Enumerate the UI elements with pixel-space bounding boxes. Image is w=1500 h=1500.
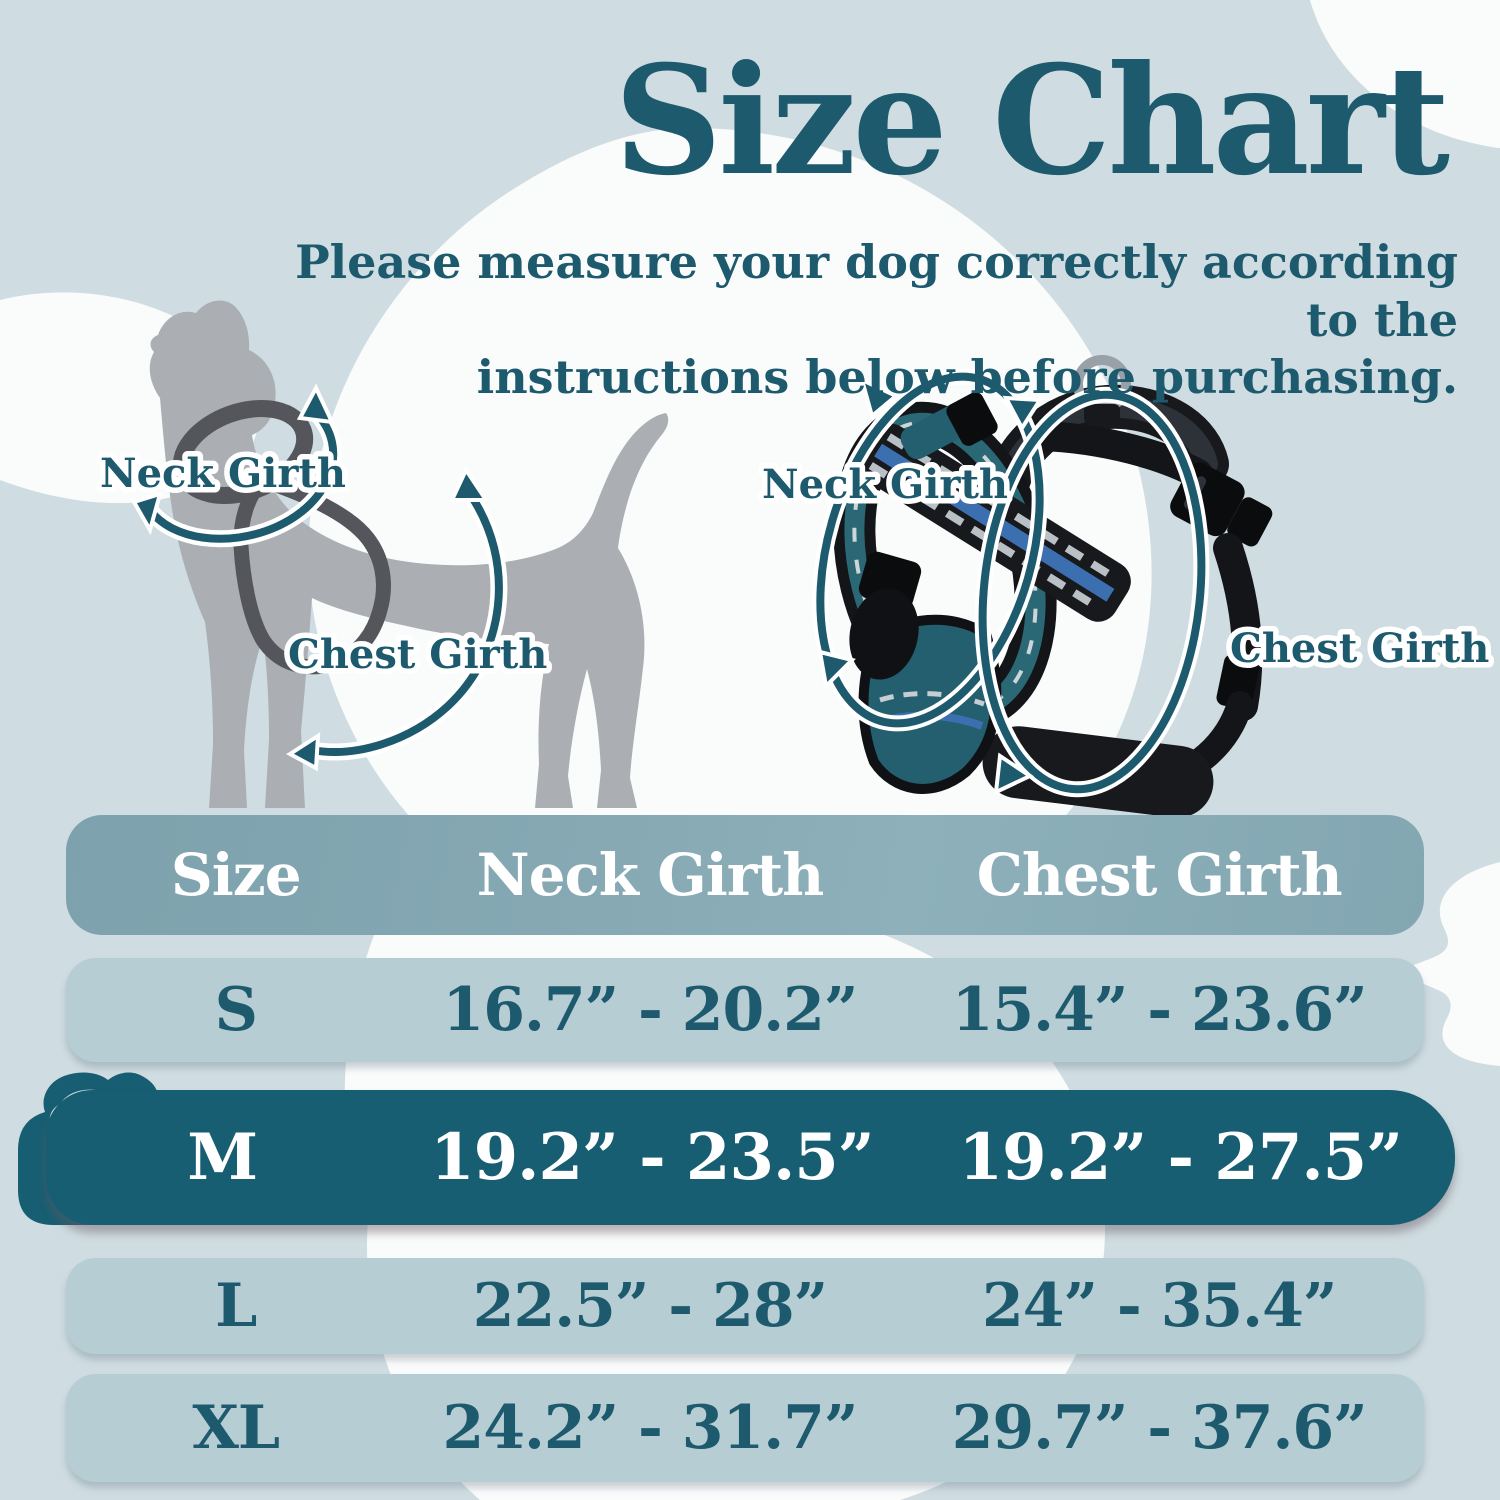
neck-measure-arrow-icon [131,383,342,548]
column-header-size: Size [170,841,302,909]
column-header-chest-girth: Chest Girth [976,841,1343,909]
dog-silhouette-illustration: Neck Girth Chest Girth [95,300,669,808]
harness-product-illustration: Neck Girth Chest Girth [757,355,1495,818]
page-subtitle: Please measure your dog correctly accord… [258,234,1458,407]
neck-girth-cell: 19.2” - 23.5” [430,1120,875,1195]
chest-measure-arrow-icon [286,465,508,772]
table-row-xl: XL 24.2” - 31.7” 29.7” - 37.6” [66,1374,1424,1482]
neck-girth-cell: 22.5” - 28” [472,1271,828,1341]
size-cell: M [187,1120,258,1195]
dog-silhouette [149,300,669,808]
table-row-m-highlighted: M 19.2” - 23.5” 19.2” - 27.5” [46,1090,1455,1225]
dog-neck-girth-label: Neck Girth [100,450,346,497]
table-header-row: Size Neck Girth Chest Girth [66,815,1424,935]
subtitle-line-2: instructions below before purchasing. [476,350,1458,404]
neck-girth-cell: 16.7” - 20.2” [442,975,858,1045]
size-cell: XL [192,1393,280,1463]
chest-girth-cell: 15.4” - 23.6” [951,975,1368,1045]
table-row-l: L 22.5” - 28” 24” - 35.4” [66,1258,1424,1354]
neck-girth-cell: 24.2” - 31.7” [442,1393,858,1463]
size-cell: S [214,975,258,1045]
chest-girth-cell: 29.7” - 37.6” [951,1393,1368,1463]
table-row-s: S 16.7” - 20.2” 15.4” - 23.6” [66,958,1424,1062]
page-title: Size Chart [613,33,1450,209]
subtitle-line-1: Please measure your dog correctly accord… [295,235,1458,347]
harness-neck-girth-label: Neck Girth [762,461,1008,508]
harness-chest-girth-label: Chest Girth [1230,625,1489,672]
dog-harness-chest-outline [233,471,391,675]
harness-chest-measure-arrow-icon [974,386,1210,798]
dog-chest-girth-label: Chest Girth [288,631,547,678]
column-header-neck-girth: Neck Girth [476,841,825,909]
chest-girth-cell: 19.2” - 27.5” [958,1120,1402,1195]
size-cell: L [215,1271,257,1341]
chest-girth-cell: 24” - 35.4” [982,1271,1337,1341]
harness-neck-measure-arrow-icon [812,368,1048,732]
